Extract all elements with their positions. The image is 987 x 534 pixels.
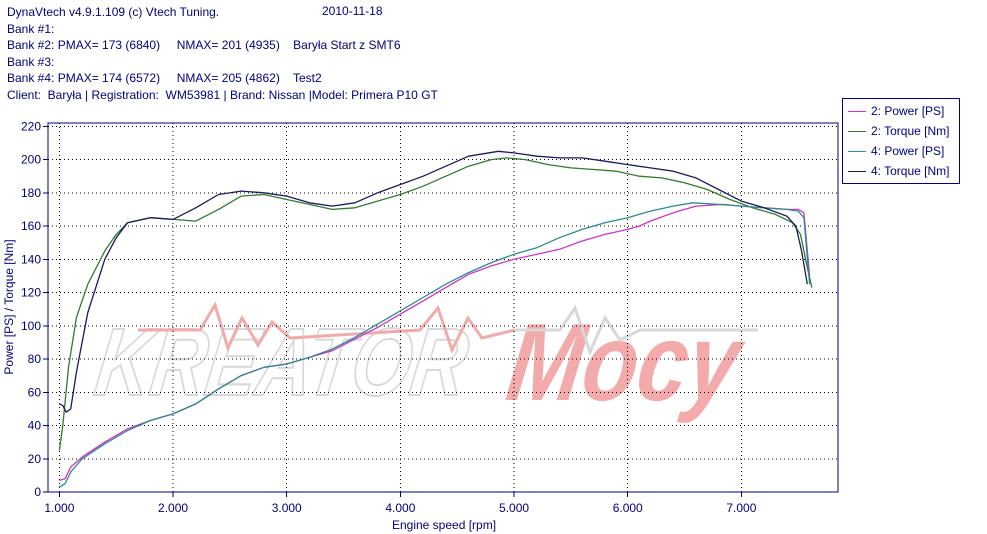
chart-legend: 2: Power [PS] 2: Torque [Nm] 4: Power [P…	[842, 98, 960, 184]
chart-ticks: 1.000 2.000 3.000 4.000 5.000 6.000 7.000 0 20 40…	[21, 119, 757, 515]
watermark-mocy-text: Mocy	[500, 301, 752, 423]
legend-label-power-2: 2: Power [PS]	[871, 104, 945, 118]
series-line-3	[59, 150, 808, 413]
bank-4-line: Bank #4: PMAX= 174 (6572) NMAX= 205 (486…	[7, 71, 322, 85]
legend-label-torque-4: 4: Torque [Nm]	[871, 164, 950, 178]
client-line: Client: Baryła | Registration: WM53981 |…	[7, 87, 438, 102]
y-tick-label-4: 80	[28, 352, 42, 366]
test-date: 2010-11-18	[322, 4, 383, 18]
legend-swatch-torque-2	[848, 131, 866, 132]
legend-swatch-torque-4	[848, 171, 866, 172]
watermark-signal-line-right	[515, 304, 758, 357]
x-tick-label-5: 6.000	[613, 501, 643, 515]
y-tick-label-2: 40	[28, 419, 42, 433]
series-line-2	[59, 202, 811, 488]
chart-grid	[48, 123, 838, 492]
watermark-kreator-text: KREATOR	[90, 309, 475, 415]
legend-label-power-4: 4: Power [PS]	[871, 144, 945, 158]
y-tick-label-8: 160	[21, 219, 41, 233]
x-tick-label-3: 4.000	[385, 501, 415, 515]
series-line-1	[58, 157, 813, 451]
legend-label-torque-2: 2: Torque [Nm]	[871, 124, 950, 138]
x-axis-label: Engine speed [rpm]	[392, 518, 496, 532]
y-tick-label-7: 140	[21, 252, 41, 266]
bank-3-line: Bank #3:	[7, 54, 55, 69]
legend-item-torque-2: 2: Torque [Nm]	[843, 121, 959, 141]
y-tick-label-5: 100	[21, 319, 41, 333]
y-tick-label-6: 120	[21, 286, 41, 300]
bank-2-line: Bank #2: PMAX= 173 (6840) NMAX= 201 (493…	[7, 38, 401, 52]
y-tick-label-0: 0	[34, 485, 41, 499]
watermark-signal-line-left	[138, 301, 516, 354]
chart-axes	[47, 122, 839, 493]
chart-series-layer	[58, 150, 813, 488]
legend-swatch-power-2	[848, 111, 866, 112]
x-tick-label-0: 1.000	[44, 501, 74, 515]
y-tick-label-10: 200	[21, 153, 41, 167]
legend-item-power-4: 4: Power [PS]	[843, 141, 959, 161]
y-tick-label-3: 60	[28, 385, 42, 399]
legend-item-power-2: 2: Power [PS]	[843, 101, 959, 121]
plot-frame	[47, 122, 839, 493]
y-tick-label-1: 20	[28, 452, 42, 466]
y-axis-label: Power [PS] / Torque [Nm]	[2, 239, 16, 374]
y-tick-label-11: 220	[21, 119, 41, 133]
header-info: DynaVtech v4.9.1.109 (c) Vtech Tuning. B…	[7, 4, 438, 103]
legend-swatch-power-4	[848, 151, 866, 152]
bank-1-line: Bank #1:	[7, 21, 55, 36]
x-tick-label-2: 3.000	[272, 501, 302, 515]
software-title: DynaVtech v4.9.1.109 (c) Vtech Tuning.	[7, 5, 220, 19]
y-tick-label-9: 180	[21, 186, 41, 200]
legend-item-torque-4: 4: Torque [Nm]	[843, 161, 959, 181]
x-tick-label-6: 7.000	[726, 501, 756, 515]
x-tick-label-1: 2.000	[158, 501, 188, 515]
x-tick-label-4: 5.000	[499, 501, 529, 515]
